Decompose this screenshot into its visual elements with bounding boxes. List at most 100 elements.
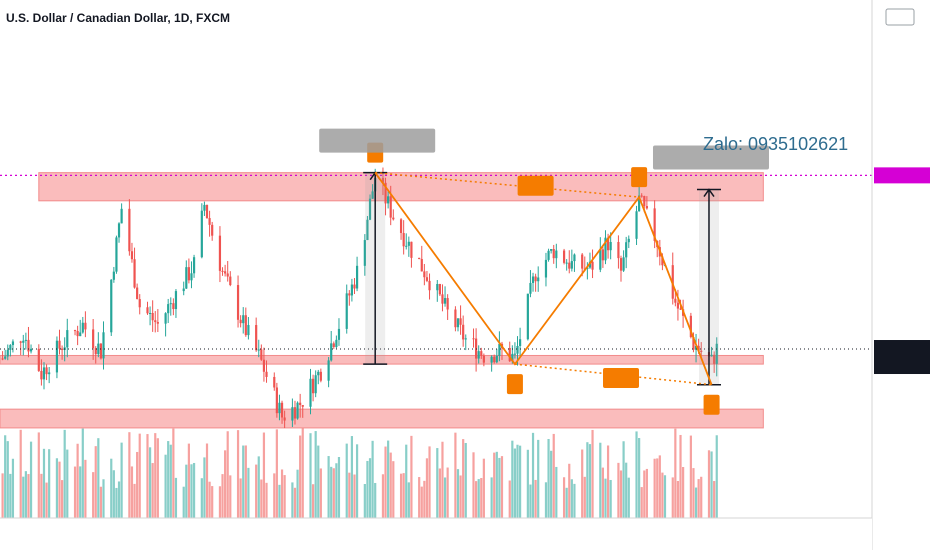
candle[interactable]	[94, 348, 97, 355]
candle[interactable]	[674, 298, 677, 303]
candle[interactable]	[443, 298, 447, 304]
candle[interactable]	[384, 182, 387, 204]
candle[interactable]	[715, 343, 718, 364]
candle[interactable]	[242, 315, 245, 324]
candle[interactable]	[627, 238, 630, 243]
candle[interactable]	[606, 237, 610, 251]
candle[interactable]	[436, 284, 439, 291]
candle[interactable]	[350, 284, 354, 296]
candle[interactable]	[599, 249, 602, 270]
candle[interactable]	[700, 350, 703, 353]
harmonic-point-box-D[interactable]	[703, 394, 720, 415]
candle[interactable]	[9, 345, 12, 350]
candle[interactable]	[516, 345, 519, 354]
candle[interactable]	[24, 339, 27, 341]
candle[interactable]	[45, 367, 48, 375]
candle[interactable]	[146, 307, 149, 314]
candle[interactable]	[84, 322, 87, 330]
last-price-tag[interactable]	[874, 340, 930, 375]
candle[interactable]	[511, 353, 514, 362]
candle[interactable]	[454, 309, 457, 328]
candle[interactable]	[335, 339, 338, 347]
candle[interactable]	[156, 322, 159, 324]
candle[interactable]	[174, 291, 178, 310]
candle[interactable]	[529, 282, 532, 294]
candle[interactable]	[260, 349, 263, 360]
candle[interactable]	[110, 279, 113, 333]
currency-box[interactable]	[885, 8, 915, 26]
candle[interactable]	[513, 353, 517, 355]
candle[interactable]	[172, 303, 175, 310]
candle[interactable]	[371, 191, 374, 199]
candle[interactable]	[689, 315, 692, 338]
candle[interactable]	[182, 288, 185, 292]
candle[interactable]	[555, 250, 558, 259]
candle[interactable]	[493, 356, 496, 363]
candle[interactable]	[296, 402, 299, 419]
candle[interactable]	[299, 402, 302, 406]
candle[interactable]	[102, 332, 105, 359]
candle[interactable]	[438, 284, 441, 295]
candle[interactable]	[498, 343, 501, 356]
candle[interactable]	[640, 195, 643, 197]
candle[interactable]	[645, 206, 648, 209]
candle[interactable]	[609, 241, 612, 251]
candle[interactable]	[425, 277, 429, 281]
candle[interactable]	[534, 276, 537, 282]
candle[interactable]	[22, 340, 25, 343]
candle[interactable]	[713, 354, 716, 364]
candle[interactable]	[37, 348, 40, 371]
candle[interactable]	[653, 208, 656, 241]
candle[interactable]	[79, 332, 82, 337]
candle[interactable]	[151, 312, 154, 321]
candle[interactable]	[518, 339, 522, 346]
candle[interactable]	[167, 304, 170, 314]
candle[interactable]	[187, 267, 190, 281]
candle[interactable]	[402, 233, 405, 247]
level-price-tag[interactable]	[874, 167, 930, 184]
candle[interactable]	[211, 224, 214, 236]
candle[interactable]	[330, 343, 333, 361]
candle[interactable]	[565, 262, 568, 264]
candle[interactable]	[221, 270, 224, 272]
candle[interactable]	[76, 330, 79, 337]
candle[interactable]	[55, 340, 59, 373]
candle[interactable]	[112, 271, 115, 280]
candle[interactable]	[97, 343, 100, 355]
candle[interactable]	[236, 285, 240, 320]
candle[interactable]	[550, 249, 553, 251]
candle[interactable]	[301, 405, 304, 407]
candle[interactable]	[428, 280, 431, 291]
candle[interactable]	[661, 256, 664, 266]
candle[interactable]	[625, 242, 628, 258]
candle[interactable]	[410, 241, 413, 258]
candle[interactable]	[1, 358, 4, 360]
candle[interactable]	[226, 273, 229, 277]
candle[interactable]	[495, 355, 498, 363]
candle[interactable]	[138, 299, 141, 308]
candle[interactable]	[676, 302, 680, 309]
candle[interactable]	[568, 262, 571, 269]
candle[interactable]	[278, 402, 281, 414]
candle[interactable]	[224, 271, 227, 274]
candle[interactable]	[29, 348, 33, 352]
candle[interactable]	[423, 271, 426, 278]
candle[interactable]	[679, 308, 682, 310]
candle[interactable]	[355, 265, 359, 289]
candle[interactable]	[81, 322, 84, 333]
candle[interactable]	[462, 324, 465, 340]
candle[interactable]	[392, 217, 395, 220]
candle[interactable]	[73, 330, 77, 332]
candle[interactable]	[472, 338, 475, 340]
candle[interactable]	[275, 387, 278, 414]
harmonic-ratio-box-1[interactable]	[603, 367, 640, 388]
candle[interactable]	[482, 355, 485, 363]
candle[interactable]	[562, 250, 566, 263]
candle[interactable]	[66, 330, 69, 348]
harmonic-point-box-C[interactable]	[631, 167, 648, 188]
candle[interactable]	[42, 367, 46, 380]
candle[interactable]	[537, 277, 540, 282]
candle[interactable]	[601, 249, 604, 261]
candle[interactable]	[547, 250, 550, 260]
candle[interactable]	[477, 351, 480, 359]
